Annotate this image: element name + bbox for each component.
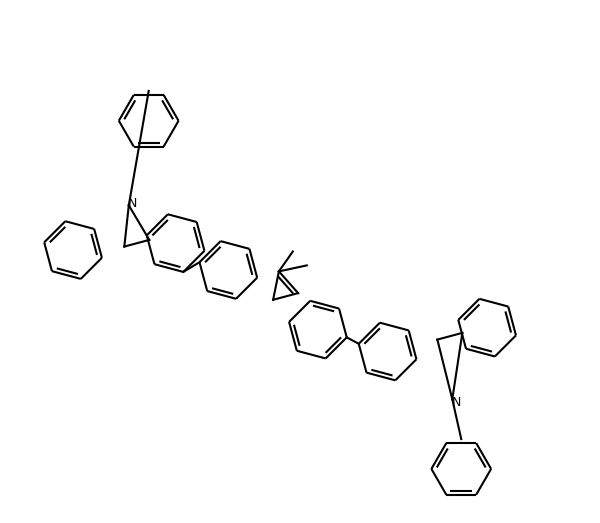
- Text: N: N: [452, 396, 461, 409]
- Text: N: N: [128, 197, 137, 210]
